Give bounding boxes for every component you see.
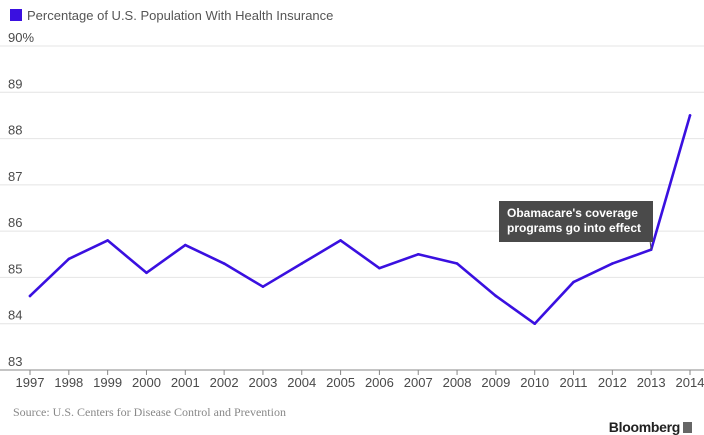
y-tick-label-85: 85 — [8, 261, 22, 276]
data-point-2002 — [222, 262, 226, 265]
data-point-2010 — [533, 322, 537, 326]
x-tick-label-2009: 2009 — [481, 375, 510, 390]
x-tick-label-2014: 2014 — [676, 375, 704, 390]
data-point-2009 — [494, 294, 498, 298]
x-tick-label-1997: 1997 — [16, 375, 45, 390]
x-tick-label-2005: 2005 — [326, 375, 355, 390]
y-axis: 83 84 85 86 87 88 89 90% — [8, 30, 34, 369]
annotation-box: Obamacare's coverage programs go into ef… — [499, 201, 653, 242]
x-tick-label-2004: 2004 — [287, 375, 316, 390]
data-point-2003 — [261, 285, 265, 288]
data-point-2000 — [145, 271, 148, 275]
x-tick-label-2013: 2013 — [637, 375, 666, 390]
data-point-1998 — [67, 257, 71, 261]
annotation-pointer — [649, 241, 652, 250]
data-point-2014 — [688, 114, 692, 117]
data-point-2006 — [378, 266, 381, 270]
legend-swatch — [10, 9, 22, 21]
y-tick-label-84: 84 — [8, 308, 22, 323]
x-tick-label-2003: 2003 — [248, 375, 277, 390]
data-point-2004 — [300, 262, 304, 265]
data-point-2008 — [455, 262, 459, 265]
x-tick-label-2010: 2010 — [520, 375, 549, 390]
y-tick-label-90: 90% — [8, 30, 34, 45]
annotation-line-1: Obamacare's coverage — [507, 206, 638, 220]
data-point-2005 — [339, 239, 342, 242]
grid-lines — [0, 45, 704, 371]
x-tick-label-2012: 2012 — [598, 375, 627, 390]
data-point-1997 — [28, 294, 32, 298]
data-point-2001 — [183, 243, 187, 247]
series-line-0 — [28, 114, 692, 326]
series-group — [28, 114, 692, 326]
legend: Percentage of U.S. Population With Healt… — [10, 8, 333, 23]
x-tick-label-2006: 2006 — [365, 375, 394, 390]
x-axis: 1997 1998 1999 2000 2001 2002 2003 2004 2005 2006… — [16, 370, 704, 390]
brand-logo: Bloomberg — [609, 419, 692, 435]
y-tick-label-88: 88 — [8, 123, 22, 138]
data-point-1999 — [106, 239, 109, 242]
x-tick-label-2002: 2002 — [210, 375, 239, 390]
x-tick-label-2000: 2000 — [132, 375, 161, 390]
x-tick-label-2011: 2011 — [560, 375, 588, 390]
data-point-2012 — [611, 262, 614, 265]
annotation-line-2: programs go into effect — [507, 221, 642, 235]
y-tick-label-89: 89 — [8, 76, 22, 91]
x-tick-label-2007: 2007 — [404, 375, 433, 390]
x-tick-label-1998: 1998 — [54, 375, 83, 390]
x-tick-label-1999: 1999 — [93, 375, 122, 390]
brand-mark-icon — [683, 422, 692, 433]
legend-label: Percentage of U.S. Population With Healt… — [27, 8, 333, 23]
x-tick-label-2008: 2008 — [443, 375, 472, 390]
brand-name: Bloomberg — [608, 419, 681, 435]
data-point-2007 — [416, 252, 420, 256]
y-tick-label-83: 83 — [8, 354, 22, 369]
y-tick-label-86: 86 — [8, 215, 22, 230]
x-tick-label-2001: 2001 — [171, 375, 200, 390]
data-point-2011 — [572, 280, 575, 284]
source-note: Source: U.S. Centers for Disease Control… — [13, 405, 286, 419]
y-tick-label-87: 87 — [8, 169, 22, 184]
